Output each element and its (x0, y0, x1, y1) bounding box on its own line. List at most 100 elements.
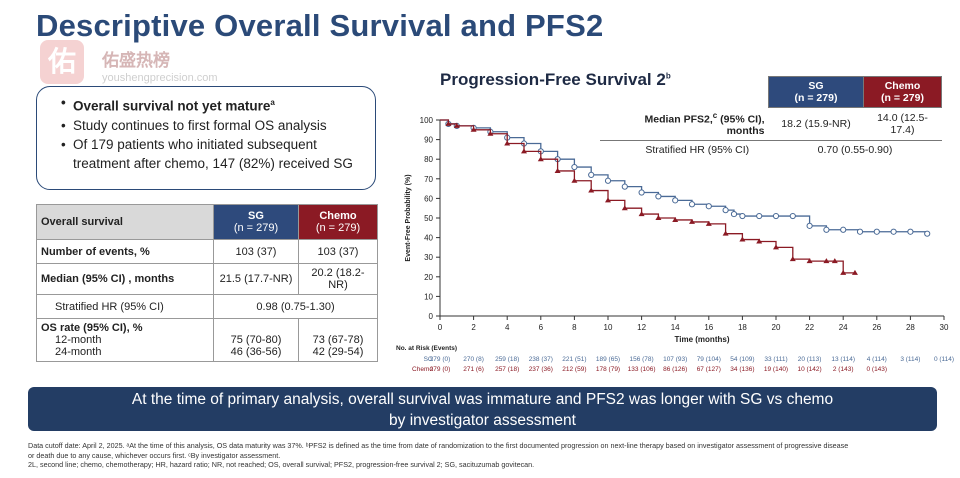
os-header-sg: SG (n = 279) (213, 204, 299, 240)
y-tick-label: 60 (424, 194, 433, 203)
censor-marker-sg (730, 210, 738, 218)
censor-marker-chemo (588, 187, 595, 193)
os-header-chemo: Chemo (n = 279) (298, 204, 378, 240)
km-curve-chemo (440, 119, 855, 274)
censor-marker-sg (840, 226, 847, 233)
pfs-header-chemo: Chemo (n = 279) (863, 76, 942, 108)
x-tick-label: 0 (438, 323, 443, 332)
censor-marker-sg (772, 212, 780, 220)
censor-marker-chemo (621, 205, 628, 211)
pfs-median-label: Median PFS2,c (95% CI), months (600, 107, 769, 141)
risk-value-sg: 107 (93) (663, 356, 687, 363)
risk-value-sg: 3 (114) (900, 356, 920, 363)
y-tick-label: 20 (424, 273, 433, 282)
censor-marker-chemo (739, 236, 746, 242)
censor-marker-sg (890, 228, 897, 235)
censor-marker-chemo (504, 140, 511, 146)
footnotes: Data cutoff date: April 2, 2025. ᵃAt the… (28, 441, 849, 469)
y-tick-label: 30 (424, 253, 433, 262)
risk-value-chemo: 279 (0) (430, 366, 451, 373)
os-header-label: Overall survival (36, 204, 214, 240)
risk-value-sg: 189 (65) (596, 356, 620, 363)
censor-marker-chemo (851, 269, 858, 275)
censor-marker-sg (722, 207, 729, 214)
censor-marker-sg (604, 177, 612, 184)
risk-label-chemo: Chemo (412, 366, 433, 373)
risk-value-chemo: 19 (140) (764, 366, 788, 373)
censor-marker-chemo (789, 256, 796, 262)
risk-value-sg: 20 (113) (798, 356, 822, 363)
censor-marker-sg (638, 189, 645, 196)
censor-marker-sg (789, 212, 796, 220)
risk-value-sg: 221 (51) (562, 356, 586, 363)
censor-marker-chemo (537, 156, 544, 162)
risk-value-chemo: 133 (106) (628, 366, 656, 373)
pfs-median-chemo: 14.0 (12.5-17.4) (863, 107, 942, 141)
x-tick-label: 14 (671, 323, 680, 332)
risk-value-sg: 0 (114) (934, 356, 954, 363)
y-tick-label: 80 (424, 155, 433, 164)
risk-value-chemo: 86 (126) (663, 366, 687, 373)
x-tick-label: 24 (839, 323, 848, 332)
os-rate-chemo: 73 (67-78) 42 (29-54) (298, 318, 378, 362)
censor-marker-chemo (672, 216, 679, 222)
censor-marker-sg (705, 203, 712, 210)
watermark-logo: 佑 (40, 40, 84, 84)
os-rate-sg: 75 (70-80) 46 (36-56) (213, 318, 299, 362)
x-tick-label: 12 (637, 323, 646, 332)
censor-marker-sg (756, 212, 763, 220)
y-tick-label: 10 (424, 292, 433, 301)
x-tick-label: 28 (906, 323, 915, 332)
bullet-item: Of 179 patients who initiated subsequent… (61, 135, 365, 173)
risk-value-chemo: 271 (6) (463, 366, 484, 373)
pfs-median-sg: 18.2 (15.9-NR) (768, 107, 864, 141)
risk-value-chemo: 237 (36) (529, 366, 553, 373)
censor-marker-sg (655, 193, 662, 200)
censor-marker-sg (571, 163, 578, 171)
x-tick-label: 10 (604, 323, 613, 332)
y-axis-label: Event-Free Probability (%) (405, 174, 412, 261)
x-tick-label: 16 (704, 323, 713, 332)
os-events-label: Number of events, % (36, 239, 214, 264)
censor-marker-sg (739, 212, 746, 220)
censor-marker-sg (907, 228, 914, 235)
censor-marker-chemo (722, 230, 729, 236)
pfs2-km-chart: 0 10 20 30 40 50 60 70 80 90 100 0 2 4 6 8 10 12 14 16 18 20 2… (396, 108, 956, 385)
bullet-item: Study continues to first formal OS analy… (61, 116, 365, 135)
censor-marker-sg (621, 183, 628, 190)
censor-marker-chemo (445, 120, 452, 126)
risk-label-sg: SG (424, 356, 433, 363)
y-tick-label: 40 (424, 234, 433, 243)
chart-title: Progression-Free Survival 2b (440, 70, 671, 89)
risk-value-chemo: 257 (18) (495, 366, 519, 373)
censor-marker-sg (924, 230, 931, 237)
risk-value-chemo: 2 (143) (833, 366, 854, 373)
risk-value-sg: 259 (18) (495, 356, 519, 363)
risk-value-sg: 156 (78) (629, 356, 653, 363)
pfs-hr-label: Stratified HR (95% CI) (645, 144, 750, 156)
pfs-header-sg: SG (n = 279) (768, 76, 864, 108)
risk-value-sg: 33 (111) (764, 356, 787, 363)
x-tick-label: 8 (572, 323, 577, 332)
risk-value-chemo: 0 (143) (866, 366, 887, 373)
censor-marker-sg (823, 226, 830, 233)
os-hr-label: Stratified HR (95% CI) (36, 294, 214, 319)
censor-marker-chemo (831, 258, 838, 264)
os-events-chemo: 103 (37) (298, 239, 378, 264)
censor-marker-sg (688, 201, 696, 208)
risk-title: No. at Risk (Events) (396, 345, 457, 352)
censor-marker-chemo (773, 244, 779, 250)
censor-marker-sg (588, 171, 595, 178)
censor-marker-chemo (453, 122, 460, 128)
os-hr-value: 0.98 (0.75-1.30) (213, 294, 378, 319)
x-tick-label: 18 (738, 323, 747, 332)
risk-value-sg: 13 (114) (831, 356, 855, 363)
x-tick-label: 30 (940, 323, 949, 332)
censor-marker-chemo (689, 218, 695, 224)
risk-value-sg: 270 (8) (463, 356, 484, 363)
km-curve-sg (440, 119, 928, 234)
os-events-sg: 103 (37) (213, 239, 299, 264)
censor-marker-chemo (638, 211, 645, 217)
os-median-label: Median (95% CI) , months (36, 263, 214, 295)
